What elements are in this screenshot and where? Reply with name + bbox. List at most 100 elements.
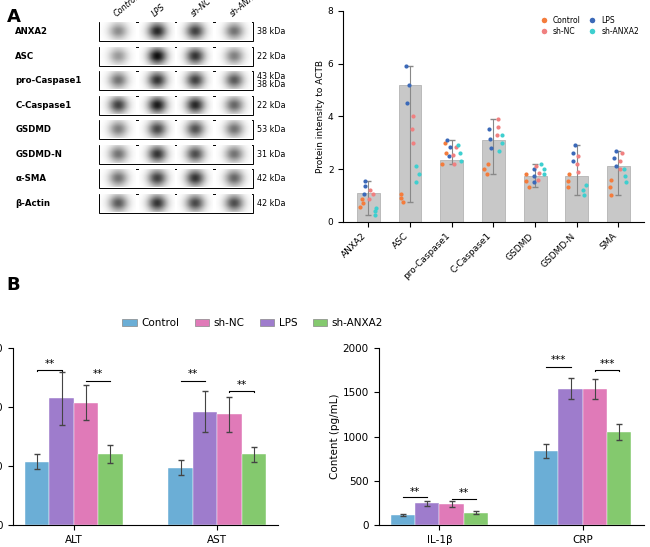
Point <box>483 159 493 168</box>
Point <box>402 99 413 108</box>
Point <box>408 112 418 121</box>
Point <box>411 162 421 171</box>
Bar <box>25 462 49 525</box>
Text: 53 kDa: 53 kDa <box>257 125 285 134</box>
Legend: Control, sh-NC, LPS, sh-ANXA2: Control, sh-NC, LPS, sh-ANXA2 <box>535 15 640 37</box>
Text: sh-NC: sh-NC <box>189 0 213 18</box>
Point <box>536 159 546 168</box>
Point <box>497 130 507 139</box>
Text: 38 kDa: 38 kDa <box>257 80 285 89</box>
Point <box>441 149 451 158</box>
Bar <box>439 504 463 525</box>
Bar <box>74 403 98 525</box>
Point <box>370 211 380 219</box>
Point <box>563 177 573 185</box>
Bar <box>98 455 122 525</box>
Text: ASC: ASC <box>16 51 34 61</box>
Text: 22 kDa: 22 kDa <box>257 51 285 61</box>
Point <box>486 143 497 152</box>
Bar <box>99 144 254 164</box>
Bar <box>49 398 74 525</box>
Point <box>609 154 619 163</box>
Point <box>529 178 539 187</box>
Point <box>604 183 615 192</box>
Point <box>620 171 630 180</box>
Point <box>448 150 458 159</box>
Point <box>578 191 589 200</box>
Y-axis label: Protein intensity to ACTB: Protein intensity to ACTB <box>316 60 325 173</box>
Text: Control: Control <box>112 0 140 18</box>
Point <box>605 191 616 200</box>
Text: 22 kDa: 22 kDa <box>257 101 285 109</box>
Point <box>563 183 573 192</box>
Point <box>572 159 582 168</box>
Point <box>482 170 492 179</box>
Point <box>573 167 583 176</box>
Point <box>359 190 370 199</box>
Point <box>396 190 406 199</box>
Point <box>497 138 508 147</box>
Point <box>577 186 588 195</box>
Point <box>484 135 495 143</box>
Point <box>355 203 365 212</box>
Text: C-Caspase1: C-Caspase1 <box>16 101 72 109</box>
Point <box>533 175 543 184</box>
Point <box>451 142 462 151</box>
Bar <box>99 22 254 41</box>
Text: GSDMD: GSDMD <box>16 125 51 134</box>
Text: 42 kDa: 42 kDa <box>257 199 285 208</box>
Point <box>529 171 539 180</box>
Point <box>521 170 532 179</box>
Point <box>437 159 448 168</box>
Bar <box>582 389 607 525</box>
Point <box>573 152 584 160</box>
Text: B: B <box>6 276 20 294</box>
Point <box>357 195 367 203</box>
Point <box>484 125 494 134</box>
Bar <box>99 71 254 90</box>
Point <box>413 170 424 179</box>
Point <box>538 165 549 173</box>
Point <box>606 175 617 184</box>
Point <box>364 195 374 203</box>
Text: GSDMD-N: GSDMD-N <box>16 150 62 159</box>
Point <box>401 62 411 71</box>
Point <box>365 186 375 195</box>
Text: 42 kDa: 42 kDa <box>257 174 285 183</box>
Point <box>534 168 545 177</box>
Bar <box>524 176 547 222</box>
Bar <box>99 96 254 115</box>
Bar <box>357 193 380 222</box>
Point <box>444 152 454 160</box>
Point <box>449 159 460 168</box>
Bar <box>398 85 421 222</box>
Bar <box>391 515 415 525</box>
Point <box>617 149 627 158</box>
Point <box>524 183 534 192</box>
Point <box>367 190 378 199</box>
Point <box>456 157 467 166</box>
Text: **: ** <box>188 369 198 380</box>
Point <box>610 146 621 155</box>
Point <box>358 199 368 208</box>
Text: **: ** <box>93 369 103 380</box>
Point <box>453 141 463 150</box>
Text: ***: *** <box>599 359 615 369</box>
Point <box>360 177 370 185</box>
Point <box>619 165 629 173</box>
Y-axis label: Content (pg/mL): Content (pg/mL) <box>330 394 340 479</box>
Bar <box>566 176 588 222</box>
Point <box>478 165 489 173</box>
Point <box>568 157 578 166</box>
Point <box>455 149 465 158</box>
Text: **: ** <box>237 380 246 390</box>
Point <box>360 182 370 190</box>
Bar <box>99 169 254 188</box>
Text: pro-Caspase1: pro-Caspase1 <box>16 76 82 85</box>
Point <box>406 125 417 134</box>
Point <box>442 136 452 144</box>
Point <box>493 123 503 131</box>
Text: **: ** <box>44 359 55 369</box>
Point <box>396 194 406 202</box>
Text: α-SMA: α-SMA <box>16 174 46 183</box>
